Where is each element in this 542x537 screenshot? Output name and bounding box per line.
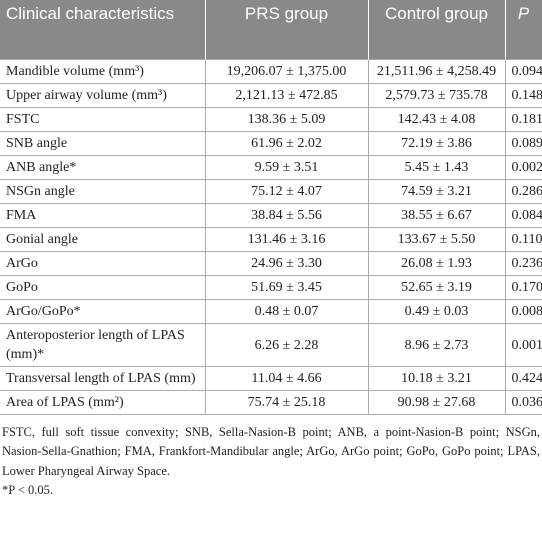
value-cell: 131.46 ± 3.16 [204,227,369,252]
header-cell: PRS group [205,0,369,60]
label-cell: GoPo [0,275,206,300]
data-table: Clinical characteristics PRS group Control… [0,0,542,415]
value-cell: 0.236 [504,251,542,276]
value-cell: 0.48 ± 0.07 [204,299,369,324]
value-cell: 2,579.73 ± 735.78 [367,83,506,108]
value-cell: 61.96 ± 2.02 [204,131,369,156]
label-cell: SNB angle [0,131,206,156]
header-cell: Clinical characteristics [0,0,206,60]
value-cell: 38.84 ± 5.56 [204,203,369,228]
value-cell: 0.002 [504,155,542,180]
significance-note: *P < 0.05. [2,483,54,498]
value-cell: 19,206.07 ± 1,375.00 [204,59,369,84]
value-cell: 9.59 ± 3.51 [204,155,369,180]
value-cell: 52.65 ± 3.19 [367,275,506,300]
label-cell: Transversal length of LPAS (mm) [0,366,206,391]
table-row: ANB angle* 9.59 ± 3.51 5.45 ± 1.43 0.002 [0,155,542,180]
value-cell: 38.55 ± 6.67 [367,203,506,228]
table-row: ArGo/GoPo* 0.48 ± 0.07 0.49 ± 0.03 0.008 [0,299,542,324]
value-cell: 8.96 ± 2.73 [367,323,506,367]
label-cell: ArGo [0,251,206,276]
value-cell: 10.18 ± 3.21 [367,366,506,391]
value-cell: 0.008 [504,299,542,324]
value-cell: 0.424 [504,366,542,391]
value-cell: 2,121.13 ± 472.85 [204,83,369,108]
value-cell: 90.98 ± 27.68 [367,390,506,415]
value-cell: 133.67 ± 5.50 [367,227,506,252]
value-cell: 5.45 ± 1.43 [367,155,506,180]
value-cell: 0.089 [504,131,542,156]
label-cell: ArGo/GoPo* [0,299,206,324]
value-cell: 74.59 ± 3.21 [367,179,506,204]
value-cell: 26.08 ± 1.93 [367,251,506,276]
table-row: Transversal length of LPAS (mm) 11.04 ± 4… [0,366,542,391]
value-cell: 0.170 [504,275,542,300]
label-cell: NSGn angle [0,179,206,204]
table-row: Upper airway volume (mm³) 2,121.13 ± 472.… [0,83,542,108]
value-cell: 0.181 [504,107,542,132]
footnote: FSTC, full soft tissue convexity; SNB, S… [2,425,540,478]
value-cell: 75.12 ± 4.07 [204,179,369,204]
label-cell: Gonial angle [0,227,206,252]
value-cell: 0.036 [504,390,542,415]
table-row: FMA 38.84 ± 5.56 38.55 ± 6.67 0.084 [0,203,542,228]
header-cell: P [505,0,542,60]
header-cell: Control group [368,0,506,60]
value-cell: 0.084 [504,203,542,228]
value-cell: 75.74 ± 25.18 [204,390,369,415]
label-cell: Mandible volume (mm³) [0,59,206,84]
value-cell: 142.43 ± 4.08 [367,107,506,132]
header-row: Clinical characteristics PRS group Control… [0,0,542,60]
value-cell: 0.001 [504,323,542,367]
value-cell: 0.110 [504,227,542,252]
value-cell: 72.19 ± 3.86 [367,131,506,156]
table-row: Mandible volume (mm³) 19,206.07 ± 1,375.0… [0,59,542,84]
value-cell: 0.148 [504,83,542,108]
value-cell: 11.04 ± 4.66 [204,366,369,391]
table-row: FSTC 138.36 ± 5.09 142.43 ± 4.08 0.181 [0,107,542,132]
table-row: SNB angle 61.96 ± 2.02 72.19 ± 3.86 0.089 [0,131,542,156]
table-row: GoPo 51.69 ± 3.45 52.65 ± 3.19 0.170 [0,275,542,300]
value-cell: 6.26 ± 2.28 [204,323,369,367]
label-cell: FMA [0,203,206,228]
value-cell: 21,511.96 ± 4,258.49 [367,59,506,84]
label-cell: Area of LPAS (mm²) [0,390,206,415]
table-row: Area of LPAS (mm²) 75.74 ± 25.18 90.98 ± 2… [0,390,542,415]
table-row: Anteroposterior length of LPAS (mm)* 6.26… [0,323,542,367]
table-row: NSGn angle 75.12 ± 4.07 74.59 ± 3.21 0.286 [0,179,542,204]
value-cell: 24.96 ± 3.30 [204,251,369,276]
value-cell: 138.36 ± 5.09 [204,107,369,132]
value-cell: 51.69 ± 3.45 [204,275,369,300]
table-row: ArGo 24.96 ± 3.30 26.08 ± 1.93 0.236 [0,251,542,276]
label-cell: Anteroposterior length of LPAS (mm)* [0,323,206,367]
table-row: Gonial angle 131.46 ± 3.16 133.67 ± 5.50 0.… [0,227,542,252]
label-cell: FSTC [0,107,206,132]
label-cell: ANB angle* [0,155,206,180]
value-cell: 0.094 [504,59,542,84]
value-cell: 0.286 [504,179,542,204]
label-cell: Upper airway volume (mm³) [0,83,206,108]
value-cell: 0.49 ± 0.03 [367,299,506,324]
